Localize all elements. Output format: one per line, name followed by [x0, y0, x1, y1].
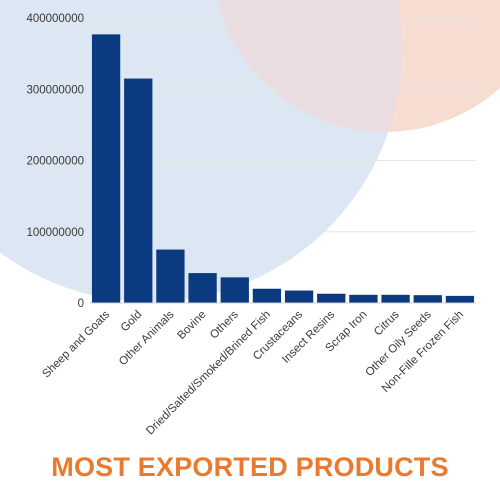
x-tick-label: Sheep and Goats	[40, 308, 112, 380]
gridlines	[90, 17, 476, 233]
bars	[91, 34, 475, 304]
y-tick-label: 200000000	[26, 156, 84, 168]
y-tick-label: 400000000	[26, 13, 84, 25]
bar	[124, 78, 153, 303]
x-tick-label: Citrus	[372, 308, 402, 338]
bar	[188, 273, 217, 303]
chart-title: MOST EXPORTED PRODUCTS	[51, 452, 449, 482]
background-circle-overlap	[213, 0, 402, 132]
bar	[381, 294, 410, 303]
bar	[445, 295, 475, 304]
y-tick-label: 0	[78, 298, 84, 310]
bar	[317, 293, 346, 303]
bar	[252, 288, 282, 303]
bar	[413, 295, 442, 303]
bar	[284, 290, 314, 303]
bar	[349, 294, 378, 303]
bar	[156, 249, 185, 303]
x-tick-label: Bovine	[175, 309, 208, 342]
x-tick-label: Gold	[119, 309, 145, 335]
bar	[220, 277, 249, 303]
y-tick-label: 300000000	[26, 84, 84, 96]
y-tick-labels: 0 100000000 200000000 300000000 400000000	[26, 13, 84, 310]
y-tick-label: 100000000	[26, 227, 84, 239]
bar	[91, 34, 121, 303]
